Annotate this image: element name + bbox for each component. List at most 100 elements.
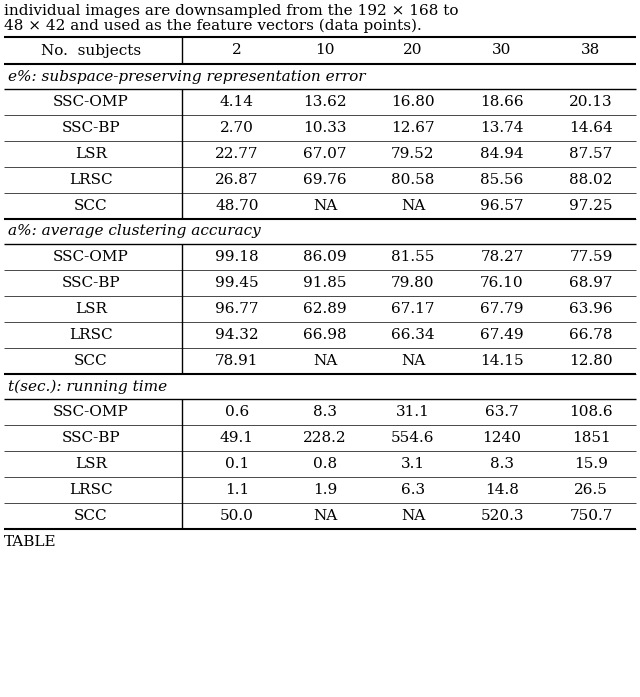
Text: 69.76: 69.76 [303,173,347,187]
Text: 8.3: 8.3 [313,405,337,419]
Text: 0.1: 0.1 [225,457,249,471]
Text: 4.14: 4.14 [220,95,254,109]
Text: 77.59: 77.59 [570,250,612,264]
Text: 12.80: 12.80 [569,354,613,368]
Text: 78.91: 78.91 [215,354,259,368]
Text: NA: NA [313,354,337,368]
Text: 520.3: 520.3 [480,509,524,523]
Text: LRSC: LRSC [69,483,113,497]
Text: 96.57: 96.57 [480,199,524,213]
Text: 750.7: 750.7 [570,509,612,523]
Text: 22.77: 22.77 [215,147,259,161]
Text: 0.6: 0.6 [225,405,249,419]
Text: 63.7: 63.7 [485,405,519,419]
Text: 26.5: 26.5 [574,483,608,497]
Text: 554.6: 554.6 [391,431,435,445]
Text: LRSC: LRSC [69,328,113,342]
Text: 79.52: 79.52 [391,147,435,161]
Text: SSC-BP: SSC-BP [61,121,120,135]
Text: 67.07: 67.07 [303,147,347,161]
Text: t(sec.): running time: t(sec.): running time [8,379,167,394]
Text: SSC-OMP: SSC-OMP [53,250,129,264]
Text: 68.97: 68.97 [569,276,612,290]
Text: 15.9: 15.9 [574,457,608,471]
Text: 80.58: 80.58 [391,173,435,187]
Text: 97.25: 97.25 [569,199,612,213]
Text: LSR: LSR [75,302,107,316]
Text: 20: 20 [403,43,423,57]
Text: No.  subjects: No. subjects [41,43,141,57]
Text: 13.74: 13.74 [480,121,524,135]
Text: SSC-OMP: SSC-OMP [53,95,129,109]
Text: 6.3: 6.3 [401,483,425,497]
Text: LSR: LSR [75,457,107,471]
Text: 48 × 42 and used as the feature vectors (data points).: 48 × 42 and used as the feature vectors … [4,19,422,33]
Text: e%: subspace-preserving representation error: e%: subspace-preserving representation e… [8,70,365,84]
Text: 1.9: 1.9 [313,483,337,497]
Text: 228.2: 228.2 [303,431,347,445]
Text: 76.10: 76.10 [480,276,524,290]
Text: NA: NA [401,354,425,368]
Text: 13.62: 13.62 [303,95,347,109]
Text: individual images are downsampled from the 192 × 168 to: individual images are downsampled from t… [4,4,458,18]
Text: 20.13: 20.13 [569,95,613,109]
Text: 30: 30 [492,43,512,57]
Text: 81.55: 81.55 [391,250,435,264]
Text: NA: NA [313,509,337,523]
Text: NA: NA [401,199,425,213]
Text: 67.49: 67.49 [480,328,524,342]
Text: 10: 10 [316,43,335,57]
Text: 2: 2 [232,43,242,57]
Text: 79.80: 79.80 [391,276,435,290]
Text: 67.17: 67.17 [391,302,435,316]
Text: 99.18: 99.18 [215,250,259,264]
Text: 49.1: 49.1 [220,431,254,445]
Text: LRSC: LRSC [69,173,113,187]
Text: 12.67: 12.67 [391,121,435,135]
Text: 0.8: 0.8 [313,457,337,471]
Text: 14.15: 14.15 [480,354,524,368]
Text: 48.70: 48.70 [215,199,259,213]
Text: 78.27: 78.27 [480,250,524,264]
Text: NA: NA [401,509,425,523]
Text: 18.66: 18.66 [480,95,524,109]
Text: 1240: 1240 [483,431,522,445]
Text: 88.02: 88.02 [569,173,612,187]
Text: 14.64: 14.64 [569,121,613,135]
Text: 67.79: 67.79 [480,302,524,316]
Text: NA: NA [313,199,337,213]
Text: SCC: SCC [74,509,108,523]
Text: SSC-OMP: SSC-OMP [53,405,129,419]
Text: 14.8: 14.8 [485,483,519,497]
Text: LSR: LSR [75,147,107,161]
Text: 66.34: 66.34 [391,328,435,342]
Text: 87.57: 87.57 [570,147,612,161]
Text: 16.80: 16.80 [391,95,435,109]
Text: 85.56: 85.56 [480,173,524,187]
Text: 62.89: 62.89 [303,302,347,316]
Text: 2.70: 2.70 [220,121,254,135]
Text: TABLE: TABLE [4,535,56,549]
Text: 8.3: 8.3 [490,457,514,471]
Text: 91.85: 91.85 [303,276,347,290]
Text: 26.87: 26.87 [215,173,259,187]
Text: 1.1: 1.1 [225,483,249,497]
Text: 66.98: 66.98 [303,328,347,342]
Text: 3.1: 3.1 [401,457,425,471]
Text: 66.78: 66.78 [569,328,612,342]
Text: 94.32: 94.32 [215,328,259,342]
Text: SSC-BP: SSC-BP [61,276,120,290]
Text: SSC-BP: SSC-BP [61,431,120,445]
Text: 10.33: 10.33 [303,121,347,135]
Text: 99.45: 99.45 [215,276,259,290]
Text: 86.09: 86.09 [303,250,347,264]
Text: 1851: 1851 [572,431,611,445]
Text: 84.94: 84.94 [480,147,524,161]
Text: 96.77: 96.77 [215,302,259,316]
Text: 108.6: 108.6 [569,405,613,419]
Text: 38: 38 [581,43,600,57]
Text: SCC: SCC [74,199,108,213]
Text: 63.96: 63.96 [569,302,613,316]
Text: 50.0: 50.0 [220,509,254,523]
Text: 31.1: 31.1 [396,405,430,419]
